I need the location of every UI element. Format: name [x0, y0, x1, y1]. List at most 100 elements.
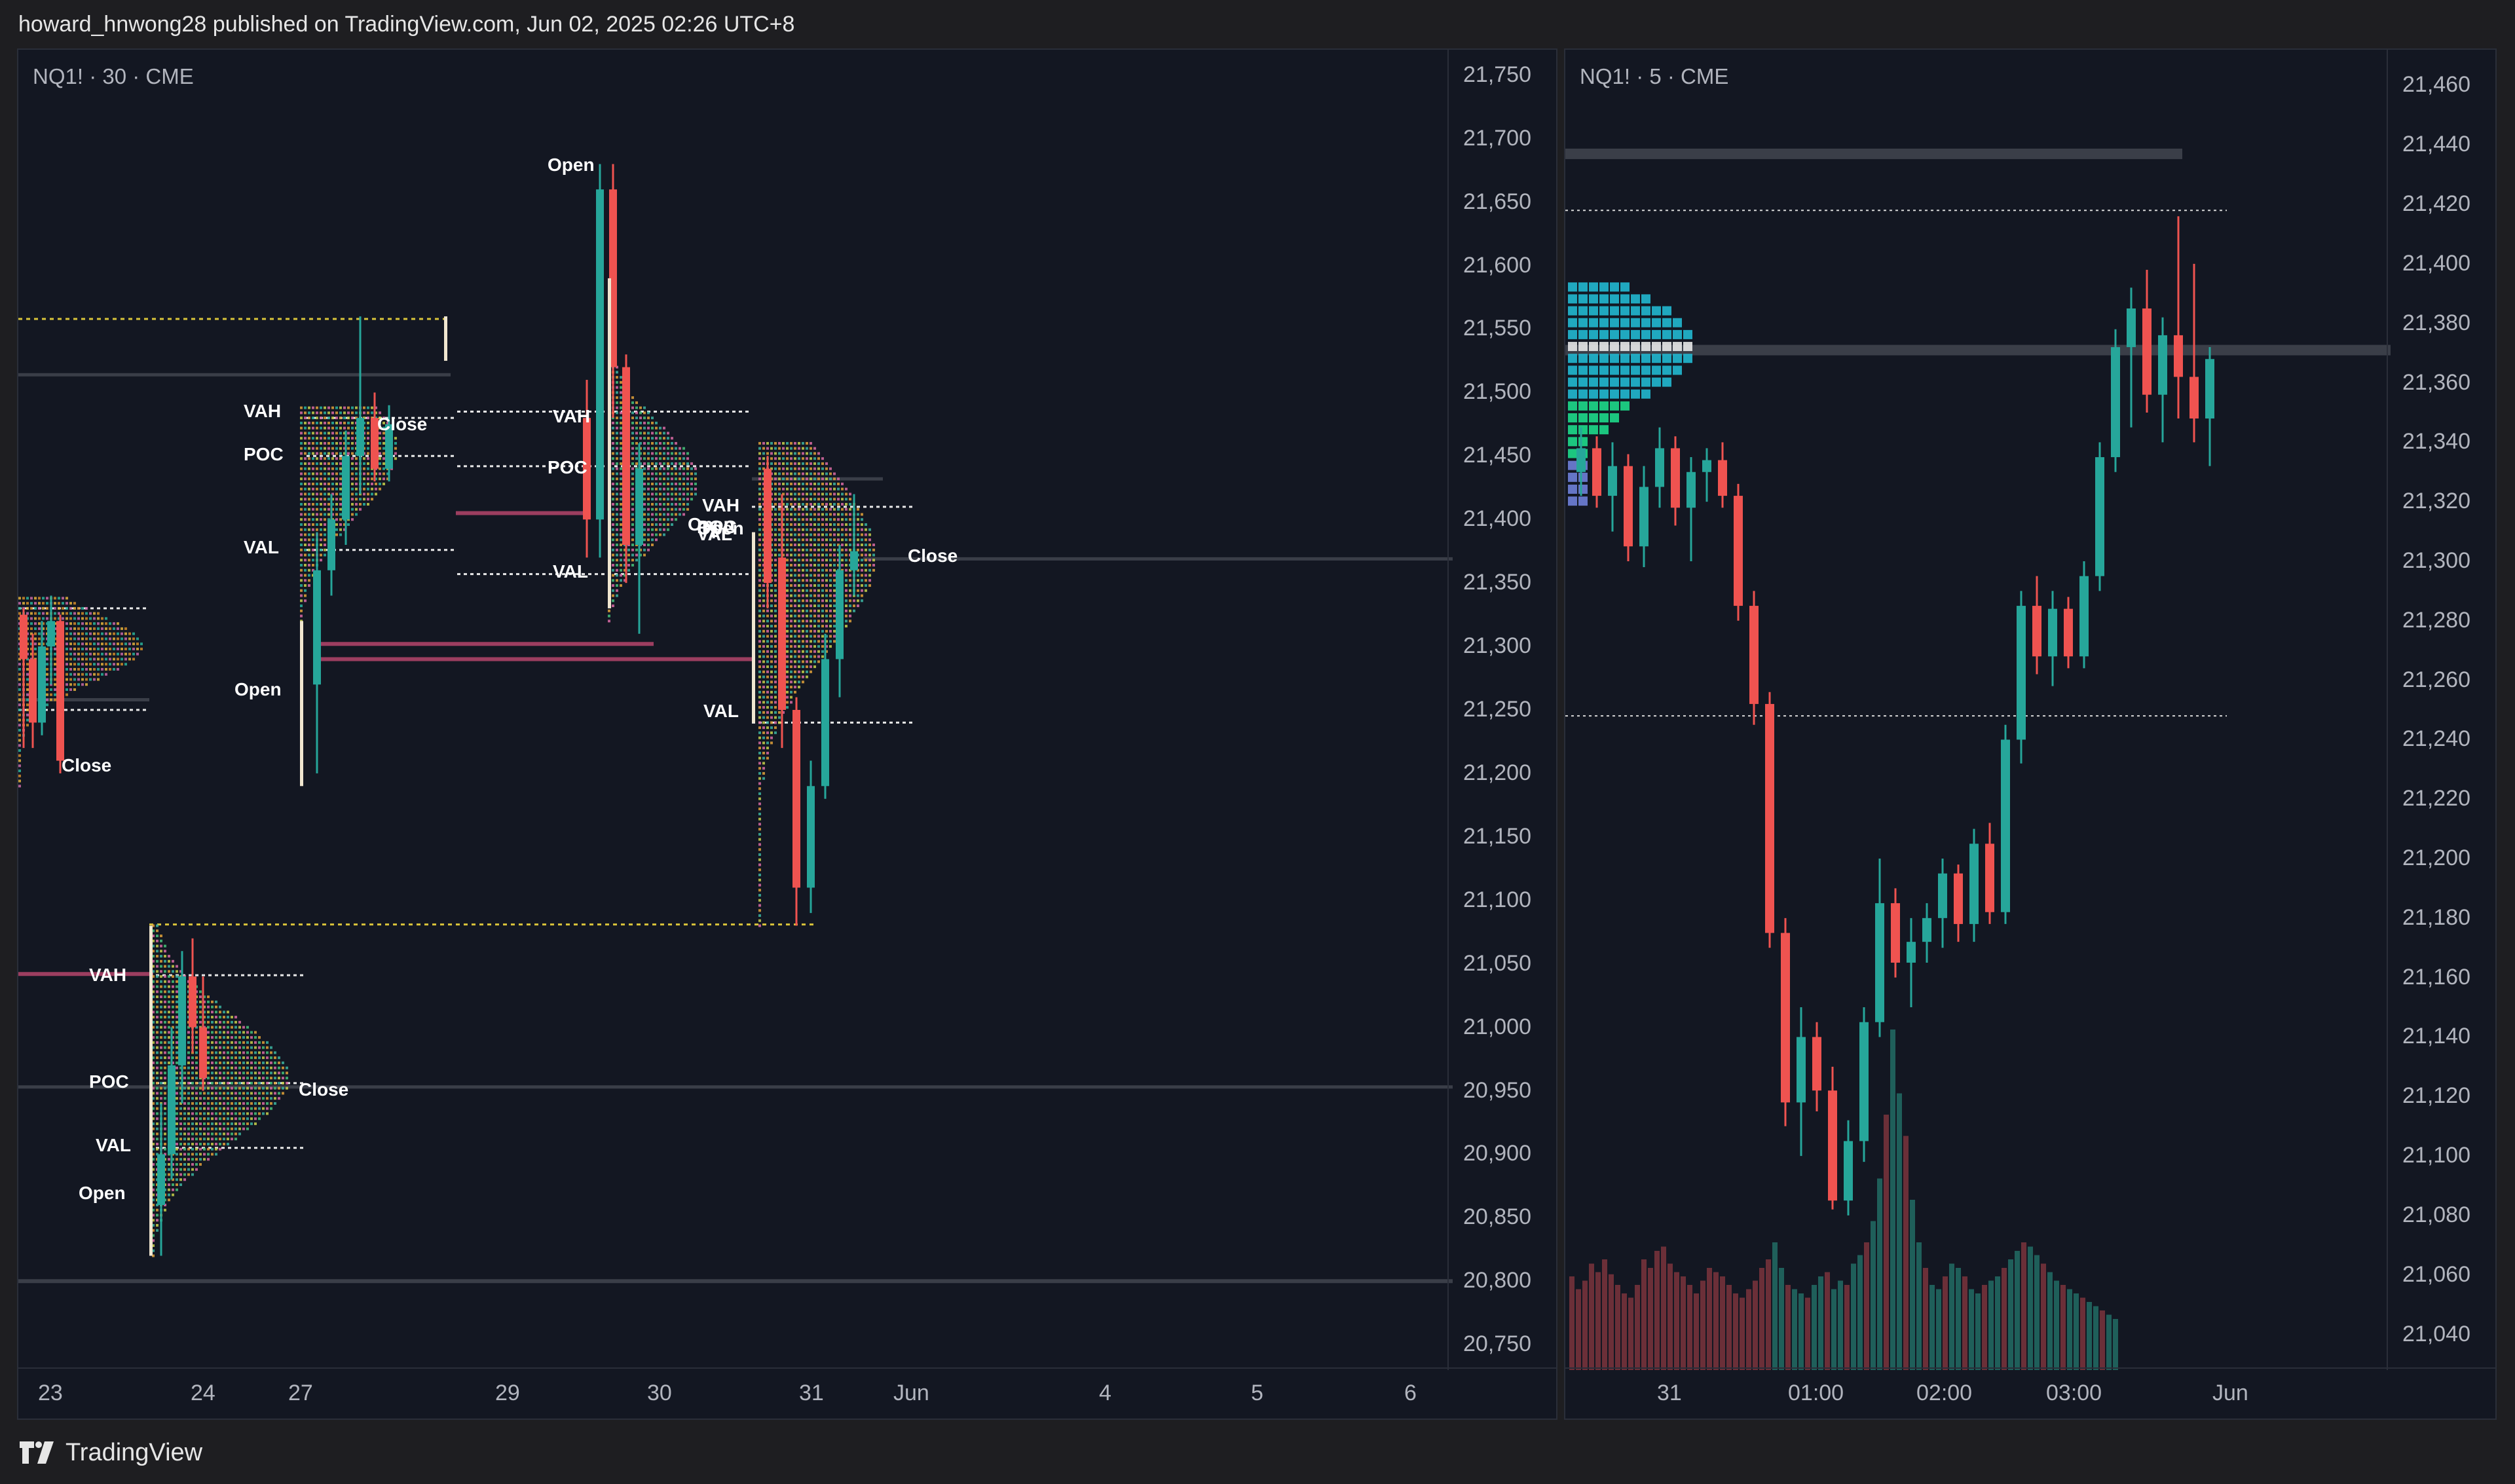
profile-cell — [246, 1102, 249, 1105]
volume-bar — [1726, 1285, 1732, 1370]
profile-cell — [762, 741, 765, 745]
profile-cell — [335, 462, 338, 465]
profile-cell — [128, 637, 131, 640]
profile-cell — [320, 528, 322, 531]
profile-cell — [758, 609, 761, 612]
profile-cell — [81, 612, 84, 615]
symbol-legend[interactable]: NQ1! · 30 · CME — [33, 64, 194, 88]
profile-cell — [810, 553, 812, 557]
profile-cell — [355, 498, 358, 501]
profile-cell — [829, 620, 832, 623]
profile-cell — [790, 472, 792, 475]
profile-cell — [837, 487, 840, 491]
profile-cell — [806, 523, 808, 526]
profile-cell — [156, 1208, 158, 1212]
level-band — [1565, 344, 2391, 356]
profile-cell — [663, 447, 665, 450]
tradingview-brand[interactable]: TradingView — [20, 1433, 202, 1472]
volume-bar — [1582, 1280, 1588, 1370]
price-axis[interactable]: 21,750 21,700 21,650 21,600 21,550 21,500 21,4… — [1447, 50, 1556, 1370]
volume-bar — [1792, 1289, 1797, 1370]
profile-cell — [176, 1122, 178, 1125]
profile-cell — [620, 492, 622, 496]
profile-cell — [327, 477, 330, 481]
chart-canvas-30min[interactable] — [18, 50, 1557, 1420]
volume-bar — [1759, 1268, 1764, 1370]
profile-cell — [620, 548, 622, 551]
profile-cell — [663, 457, 665, 460]
chart-pane-30min[interactable]: NQ1! · 30 · CME 21,750 21,700 21,650 21,600… — [17, 48, 1557, 1420]
profile-cell — [258, 1081, 261, 1085]
profile-cell — [227, 1138, 229, 1141]
profile-cell — [168, 1016, 170, 1019]
profile-cell — [770, 589, 773, 592]
profile-cell — [686, 462, 689, 465]
profile-cell — [363, 492, 365, 496]
profile-cell — [58, 606, 60, 610]
profile-cell — [798, 559, 800, 562]
profile-cell — [234, 1066, 237, 1069]
profile-cell — [766, 660, 769, 663]
profile-cell — [42, 612, 45, 615]
profile-cell — [675, 472, 677, 475]
profile-cell — [794, 604, 796, 608]
profile-cell — [616, 579, 618, 582]
profile-cell — [667, 441, 669, 445]
candle-body — [583, 418, 591, 520]
symbol-legend[interactable]: NQ1! · 5 · CME — [1580, 64, 1729, 88]
profile-level-label: Open — [234, 678, 282, 699]
profile-cell — [73, 673, 76, 676]
profile-cell — [300, 523, 303, 526]
profile-cell — [810, 579, 812, 582]
profile-cell — [790, 513, 792, 516]
profile-cell — [829, 492, 832, 496]
profile-cell — [833, 487, 836, 491]
profile-cell — [50, 698, 52, 701]
profile-cell — [782, 548, 785, 551]
profile-cell — [320, 452, 322, 455]
profile-cell — [324, 513, 326, 516]
profile-cell — [203, 1127, 206, 1130]
profile-cell — [813, 640, 816, 643]
profile-cell — [238, 1092, 241, 1095]
profile-cell — [790, 680, 792, 684]
chart-pane-5min[interactable]: NQ1! · 5 · CME 21,460 21,440 21,420 21,400 2… — [1564, 48, 2497, 1420]
profile-cell — [18, 729, 21, 732]
profile-cell — [242, 1112, 245, 1115]
price-axis[interactable]: 21,460 21,440 21,420 21,400 21,380 21,360 21,3… — [2387, 50, 2495, 1370]
profile-cell — [1641, 329, 1650, 339]
profile-cell — [643, 452, 646, 455]
profile-cell — [254, 1107, 257, 1110]
candle-body — [1859, 1022, 1869, 1141]
time-axis[interactable]: 23 24 27 29 30 31 Jun 4 5 6 — [18, 1367, 1556, 1419]
profile-cell — [156, 929, 158, 933]
profile-cell — [219, 1046, 221, 1049]
profile-cell — [790, 625, 792, 628]
profile-cell — [312, 538, 314, 542]
profile-cell — [156, 1026, 158, 1029]
profile-cell — [790, 564, 792, 567]
profile-cell — [304, 502, 307, 506]
profile-cell — [168, 1041, 170, 1044]
profile-cell — [89, 627, 92, 630]
profile-cell — [339, 472, 342, 475]
profile-cell — [187, 1086, 190, 1090]
candle-body — [1844, 1141, 1853, 1201]
profile-cell — [758, 675, 761, 678]
profile-cell — [798, 544, 800, 546]
profile-cell — [109, 622, 111, 625]
profile-cell — [215, 1153, 217, 1156]
profile-cell — [671, 457, 673, 460]
profile-cell — [627, 559, 630, 562]
profile-cell — [164, 1097, 166, 1100]
profile-cell — [782, 498, 785, 501]
profile-cell — [837, 544, 840, 546]
volume-bar — [1877, 1178, 1882, 1370]
time-axis[interactable]: 31 01:00 02:00 03:00 Jun — [1565, 1367, 2495, 1419]
profile-cell — [386, 472, 389, 475]
profile-cell — [825, 472, 828, 475]
profile-cell — [262, 1061, 265, 1064]
profile-cell — [651, 472, 654, 475]
chart-canvas-5min[interactable] — [1565, 50, 2497, 1420]
profile-cell — [635, 426, 638, 430]
